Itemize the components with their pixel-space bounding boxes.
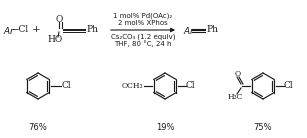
Text: 1 mol% Pd(OAc)₂: 1 mol% Pd(OAc)₂ [113, 13, 173, 19]
Text: O: O [55, 14, 63, 23]
Text: +: + [32, 26, 41, 34]
Text: Ph: Ph [206, 26, 218, 34]
Text: Cl: Cl [284, 82, 293, 91]
Text: Cl: Cl [186, 82, 196, 91]
Text: $\it{Ar}$: $\it{Ar}$ [183, 25, 196, 35]
Text: 75%: 75% [254, 124, 272, 132]
Text: 76%: 76% [29, 124, 47, 132]
Text: H₃C: H₃C [227, 93, 243, 101]
Text: Cl: Cl [61, 82, 71, 91]
Text: HO: HO [47, 35, 63, 44]
Text: O: O [235, 70, 241, 78]
Text: Ph: Ph [86, 26, 98, 34]
Text: 2 mol% XPhos: 2 mol% XPhos [118, 20, 168, 26]
Text: −Cl: −Cl [11, 26, 28, 34]
Text: 19%: 19% [156, 124, 174, 132]
Text: Cs₂CO₃ (1.2 equiv): Cs₂CO₃ (1.2 equiv) [111, 34, 175, 40]
Text: $\it{Ar}$: $\it{Ar}$ [3, 25, 16, 35]
Text: THF, 80 °C, 24 h: THF, 80 °C, 24 h [114, 41, 172, 47]
Text: OCH₃: OCH₃ [122, 82, 143, 90]
